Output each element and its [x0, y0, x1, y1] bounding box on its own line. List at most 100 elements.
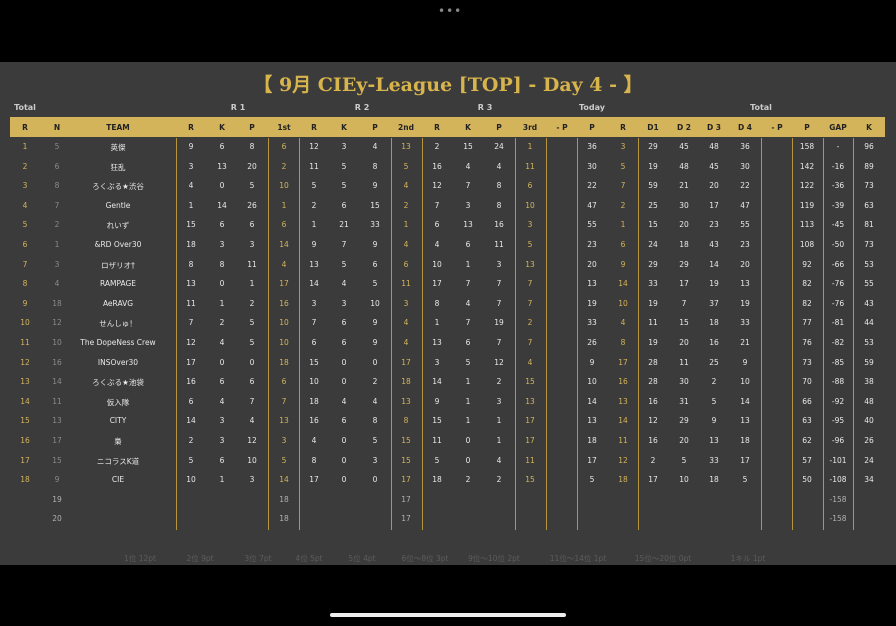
table-cell: 11 [618, 436, 628, 445]
table-cell: 4 [281, 259, 287, 269]
table-cell: - [836, 142, 840, 151]
table-cell: 4 [403, 318, 409, 328]
table-cell: 113 [799, 220, 815, 230]
table-cell: 19 [648, 161, 658, 171]
table-cell: 18 [679, 240, 689, 249]
table-cell: 4 [372, 396, 378, 406]
table-cell: 26 [864, 436, 874, 445]
table-cell: 36 [740, 142, 750, 151]
table-cell: 1 [496, 436, 502, 445]
table-cell: 6 [188, 396, 194, 406]
table-cell: 1 [465, 259, 471, 269]
column-divider [422, 138, 423, 530]
table-cell: 16 [186, 377, 196, 387]
table-cell: -158 [829, 494, 847, 504]
table-cell: 1 [496, 416, 502, 426]
table-cell: 1 [249, 279, 255, 289]
table-cell: 12 [432, 181, 442, 191]
table-cell: 11 [401, 279, 411, 289]
table-cell: 10 [618, 298, 628, 308]
table-cell: 6 [281, 142, 287, 151]
table-cell: 11 [679, 357, 689, 367]
table-cell: 30 [587, 161, 597, 171]
table-cell: 20 [52, 514, 62, 524]
table-cell: 19 [587, 298, 597, 308]
table-cell: 2 [620, 200, 626, 210]
table-cell: 4 [219, 338, 225, 347]
table-cell: 17 [432, 279, 442, 289]
table-cell: 1 [465, 416, 471, 426]
table-cell: 8 [219, 259, 225, 269]
table-cell: 19 [494, 318, 504, 328]
table-cell: 13 [740, 279, 750, 289]
column-header: GAP [829, 123, 847, 132]
table-cell: 9 [372, 318, 378, 328]
table-cell: 19 [648, 338, 658, 347]
table-cell: 76 [802, 338, 812, 347]
table-cell: 狂乱 [110, 162, 126, 172]
table-cell: 6 [249, 220, 255, 230]
table-cell: 3 [496, 259, 502, 269]
footer-note: 11位〜14位 1pt [549, 554, 607, 563]
table-cell: 4 [496, 161, 502, 171]
table-cell: 2 [496, 377, 502, 387]
table-cell: 14 [740, 396, 750, 406]
table-cell: 63 [864, 200, 874, 210]
table-cell: 12 [186, 338, 196, 347]
table-cell: 8 [496, 181, 502, 191]
table-cell: 12 [494, 357, 504, 367]
header-bar [10, 117, 885, 137]
title: 【 9月 CIEy-League [TOP] - Day 4 - 】 [253, 74, 643, 96]
table-cell: 4 [188, 181, 194, 191]
table-cell: 7 [620, 181, 626, 191]
table-cell: 142 [799, 161, 815, 171]
table-cell: 2 [496, 475, 502, 485]
table-cell: 16 [648, 436, 658, 445]
table-cell: 3 [219, 240, 225, 249]
table-cell: 6 [54, 161, 60, 171]
table-cell: 7 [496, 338, 502, 347]
table-cell: 14 [279, 240, 289, 249]
table-cell: 10 [432, 259, 442, 269]
table-cell: 15 [432, 416, 442, 426]
column-header: D1 [647, 123, 659, 132]
table-cell: 10 [370, 298, 380, 308]
table-cell: 4 [496, 455, 502, 465]
column-header: R [311, 123, 317, 132]
table-cell: 21 [740, 338, 750, 347]
column-divider [853, 138, 854, 530]
table-cell: 3 [54, 259, 60, 269]
table-cell: 2 [22, 161, 28, 171]
table-cell: 5 [341, 259, 347, 269]
table-cell: 6 [219, 455, 225, 465]
table-cell: 2 [650, 455, 656, 465]
table-cell: 13 [525, 396, 535, 406]
table-cell: 20 [679, 436, 689, 445]
table-cell: 4 [620, 318, 626, 328]
table-cell: 119 [799, 200, 815, 210]
table-cell: 17 [587, 455, 597, 465]
menu-dots[interactable]: ••• [438, 4, 463, 18]
table-cell: 3 [249, 475, 255, 485]
table-cell: 17 [20, 455, 30, 465]
table-cell: 2 [372, 377, 378, 387]
table-cell: -36 [831, 181, 845, 191]
table-cell: 122 [799, 181, 815, 191]
table-cell: 6 [341, 338, 347, 347]
table-cell: 8 [372, 416, 378, 426]
table-cell: 2 [219, 318, 225, 328]
column-header: D 2 [676, 123, 692, 132]
table-cell: -76 [831, 298, 845, 308]
table-cell: 11 [52, 396, 62, 406]
table-cell: 15 [186, 220, 196, 230]
table-cell: 4 [434, 240, 440, 249]
table-cell: 2 [54, 220, 60, 230]
table-cell: -95 [831, 416, 845, 426]
table-cell: AeRAVG [102, 298, 134, 308]
column-divider [761, 138, 762, 530]
table-cell: 0 [372, 357, 378, 367]
table-cell: 17 [401, 494, 411, 504]
table-cell: 5 [620, 161, 626, 171]
table-cell: 14 [432, 377, 442, 387]
